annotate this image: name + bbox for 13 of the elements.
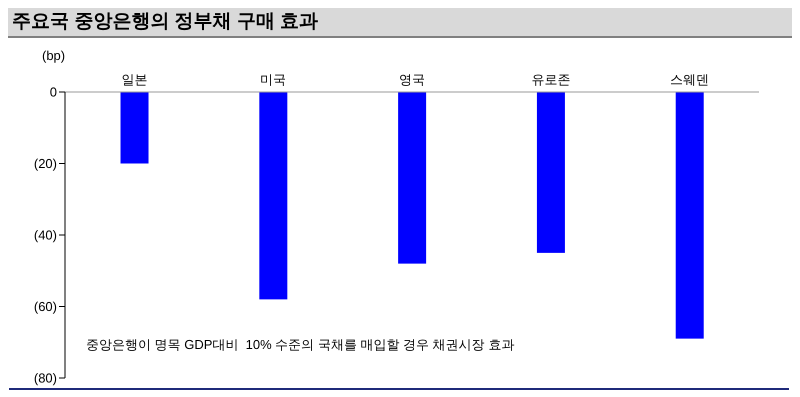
y-tick-label: (60) <box>34 299 57 314</box>
chart-title: 주요국 중앙은행의 정부채 구매 효과 <box>8 8 792 38</box>
x-tick-label: 유로존 <box>531 72 570 87</box>
x-tick-label: 미국 <box>260 72 286 87</box>
x-tick-label: 일본 <box>121 72 148 87</box>
y-tick-label: 0 <box>50 84 57 100</box>
y-tick-label: (80) <box>34 370 57 386</box>
y-tick-label: (40) <box>34 228 57 243</box>
y-axis-title: (bp) <box>42 48 66 63</box>
x-tick-label: 스웨덴 <box>670 72 710 87</box>
annotation: 중앙은행이 명목 GDP대비 10% 수준의 국채를 매입할 경우 채권시장 효과 <box>86 336 514 354</box>
x-tick-label: 영국 <box>399 72 425 87</box>
y-tick-label: (20) <box>34 156 57 172</box>
